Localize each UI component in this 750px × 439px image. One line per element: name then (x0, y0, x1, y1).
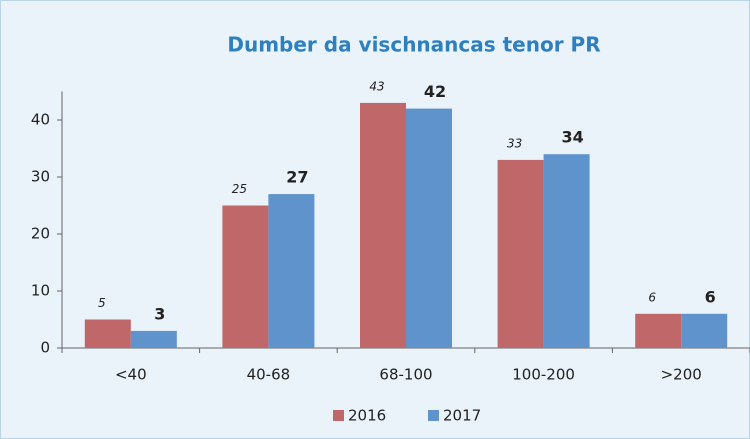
bar (543, 154, 590, 348)
value-label: 5 (98, 296, 106, 310)
x-tick-label: 100-200 (512, 366, 575, 384)
value-label: 3 (154, 304, 165, 323)
y-tick-label: 30 (31, 168, 50, 186)
bar (222, 205, 269, 348)
value-label: 42 (424, 82, 446, 101)
value-label: 27 (286, 168, 308, 187)
y-tick-label: 0 (40, 339, 50, 357)
bar (681, 313, 728, 348)
value-label: 43 (369, 79, 384, 93)
bar (635, 313, 682, 348)
x-tick-label: 68-100 (379, 366, 432, 384)
bar (406, 108, 452, 348)
bar (497, 159, 544, 348)
x-tick-label: <40 (115, 366, 147, 384)
y-tick-label: 20 (31, 225, 50, 243)
chart-title: Dumber da vischnancas tenor PR (227, 33, 600, 57)
y-tick-label: 40 (31, 111, 50, 129)
bar (84, 319, 131, 348)
bar (130, 330, 177, 348)
legend-label: 2016 (348, 407, 386, 425)
legend-label: 2017 (443, 407, 481, 425)
y-tick-label: 10 (31, 282, 50, 300)
value-label: 6 (705, 287, 716, 306)
x-tick-label: >200 (661, 366, 702, 384)
legend-swatch (333, 410, 344, 421)
x-tick-label: 40-68 (247, 366, 291, 384)
legend-swatch (428, 410, 439, 421)
bar (360, 102, 406, 349)
value-label: 33 (507, 136, 522, 150)
value-label: 25 (232, 182, 247, 196)
value-label: 34 (561, 128, 583, 147)
value-label: 6 (648, 290, 656, 304)
bar (268, 194, 315, 348)
